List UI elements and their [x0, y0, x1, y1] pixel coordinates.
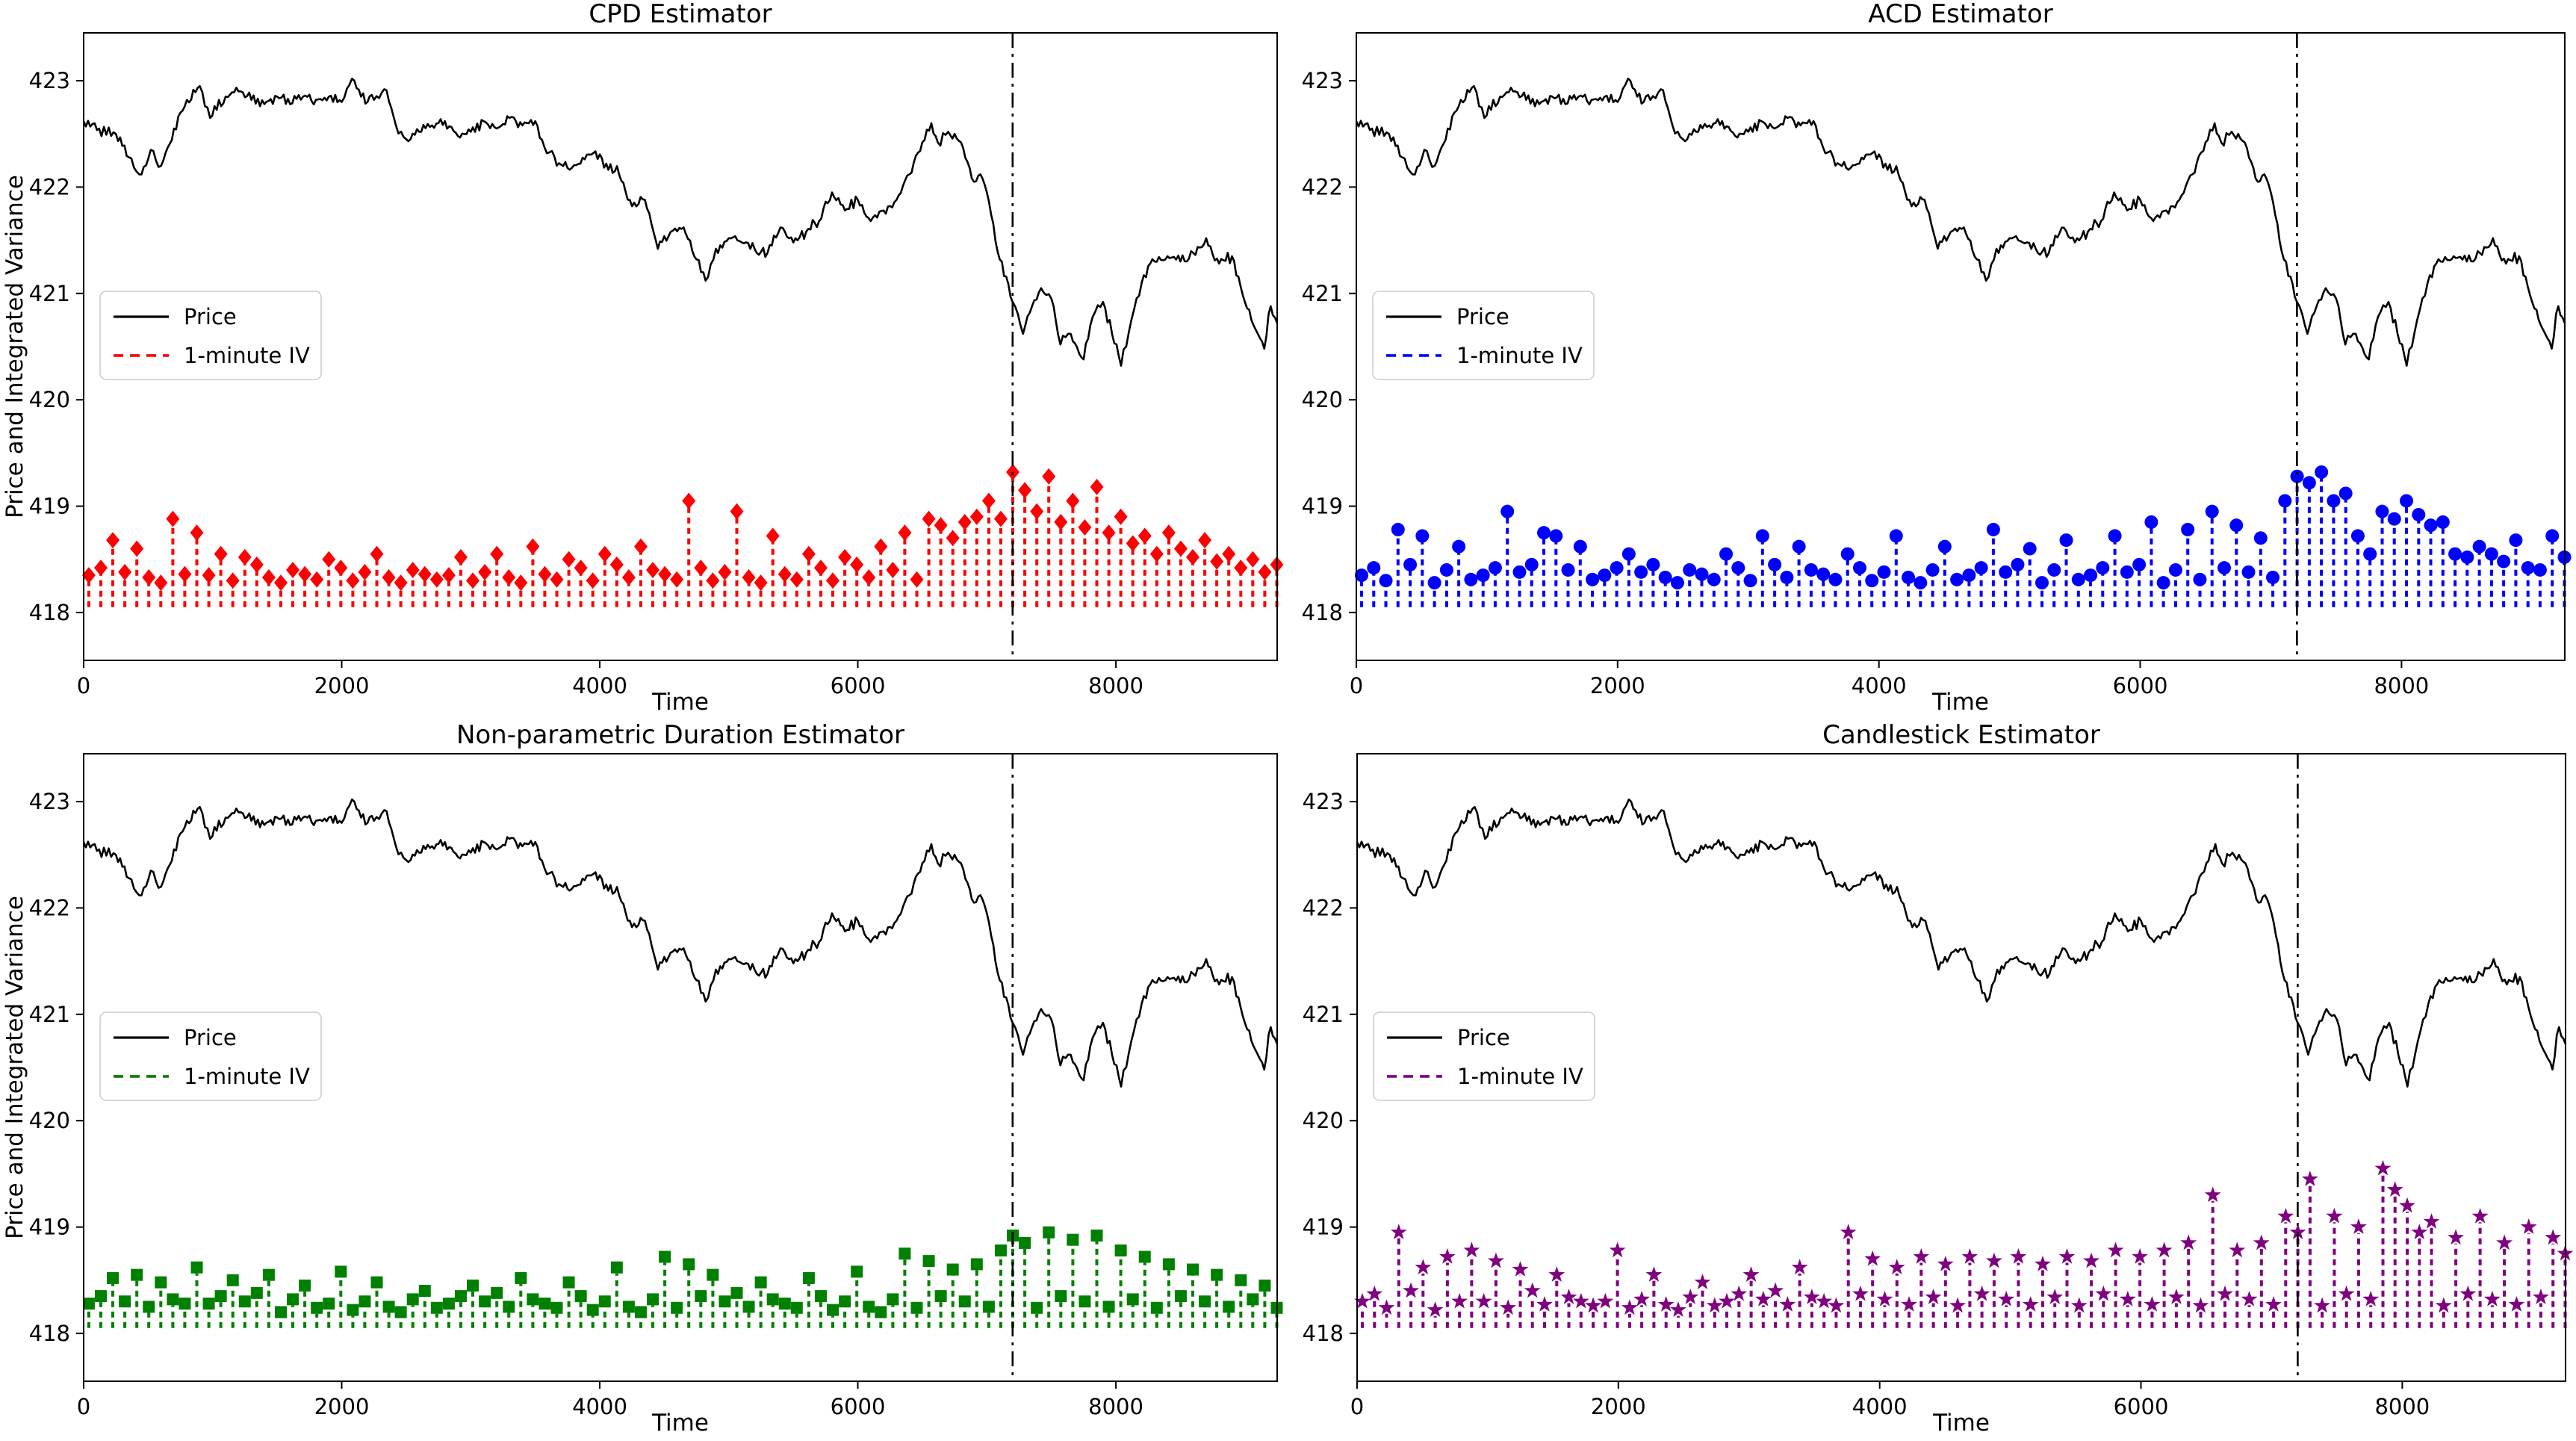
legend: Price 1-minute IV: [99, 291, 322, 380]
x-tick-label: 0: [1350, 673, 1363, 698]
subplot-svg: Non-parametric Duration Estimator 0 2000 40…: [0, 720, 1288, 1441]
legend-label-price: Price: [184, 304, 237, 329]
y-tick-label: 419: [1303, 1215, 1344, 1240]
iv-stem-lines: [1361, 1174, 2567, 1328]
x-tick-label: 4000: [1852, 1394, 1908, 1419]
x-axis-label: Time: [1931, 689, 1989, 716]
legend-label-iv: 1-minute IV: [1456, 343, 1583, 368]
legend-label-iv: 1-minute IV: [1457, 1064, 1583, 1089]
y-tick-label: 420: [29, 387, 70, 412]
x-axis-label: Time: [651, 1410, 709, 1437]
y-tick-label: 420: [29, 1108, 70, 1133]
legend-label-iv: 1-minute IV: [184, 1064, 310, 1089]
y-tick-label: 423: [29, 789, 70, 814]
y-axis-ticks: 418 419 420 421 422 423: [29, 789, 84, 1346]
price-line: [82, 798, 1279, 1088]
axes-spines: [83, 32, 1278, 661]
y-tick-label: 422: [1303, 895, 1344, 920]
x-tick-label: 2000: [1591, 1394, 1646, 1419]
x-tick-label: 8000: [2374, 673, 2429, 698]
y-tick-label: 419: [29, 494, 70, 519]
iv-stem-lines: [87, 478, 1279, 607]
axes-spines: [1356, 32, 2566, 661]
x-tick-label: 0: [77, 673, 90, 698]
x-axis-ticks: 0 2000 4000 6000 8000: [77, 660, 1143, 698]
chart-panel-candlestick-estimator: Candlestick Estimator 0 2000 4000 6000 8000 41…: [1288, 720, 2576, 1441]
chart-panel-cpd-estimator: CPD Estimator 0 2000 4000 6000 8000 418 419 420 4…: [0, 0, 1288, 723]
y-tick-label: 422: [29, 895, 70, 920]
iv-stem-markers: [1354, 465, 2572, 590]
subplot-svg: Candlestick Estimator 0 2000 4000 6000 8000 41…: [1288, 720, 2576, 1441]
chart-title: ACD Estimator: [1868, 0, 2052, 29]
x-tick-label: 6000: [2114, 1394, 2169, 1419]
y-tick-label: 421: [29, 1002, 70, 1027]
y-tick-label: 421: [1302, 281, 1343, 306]
y-tick-label: 423: [1302, 68, 1343, 93]
y-tick-label: 422: [1302, 174, 1343, 199]
iv-stem-markers: [81, 464, 1284, 592]
y-tick-label: 421: [29, 281, 70, 306]
x-tick-label: 6000: [2113, 673, 2168, 698]
legend-label-iv: 1-minute IV: [184, 343, 310, 368]
x-axis-ticks: 0 2000 4000 6000 8000: [77, 1381, 1143, 1419]
iv-stem-lines: [1360, 478, 2566, 607]
legend-label-price: Price: [1456, 304, 1509, 329]
y-tick-label: 423: [29, 68, 70, 93]
legend-label-price: Price: [1457, 1025, 1510, 1050]
price-line: [1355, 77, 2566, 367]
iv-stem-markers: [82, 1226, 1283, 1318]
x-tick-label: 4000: [1852, 673, 1907, 698]
legend-label-price: Price: [184, 1025, 237, 1050]
x-tick-label: 8000: [2374, 1394, 2430, 1419]
y-axis-ticks: 418 419 420 421 422 423: [1303, 789, 1357, 1346]
x-axis-label: Time: [651, 689, 709, 716]
y-tick-label: 418: [1303, 1321, 1344, 1346]
x-tick-label: 8000: [1088, 1394, 1143, 1419]
x-tick-label: 2000: [314, 1394, 370, 1419]
x-axis-label: Time: [1932, 1410, 1990, 1437]
x-axis-ticks: 0 2000 4000 6000 8000: [1350, 1381, 2430, 1419]
price-line: [1356, 798, 2567, 1088]
x-axis-ticks: 0 2000 4000 6000 8000: [1350, 660, 2429, 698]
x-tick-label: 6000: [831, 673, 886, 698]
y-tick-label: 419: [29, 1215, 70, 1240]
price-line: [82, 77, 1279, 367]
y-tick-label: 420: [1302, 387, 1343, 412]
y-axis-label: Price and Integrated Variance: [1, 175, 28, 518]
y-tick-label: 418: [29, 1321, 70, 1346]
chart-panel-acd-estimator: ACD Estimator 0 2000 4000 6000 8000 418 419 420 4…: [1288, 0, 2575, 723]
y-tick-label: 419: [1302, 494, 1343, 519]
y-axis-ticks: 418 419 420 421 422 423: [1302, 68, 1356, 625]
legend: Price 1-minute IV: [1373, 1011, 1595, 1101]
y-tick-label: 423: [1303, 789, 1344, 814]
axes-spines: [83, 753, 1278, 1382]
y-tick-label: 420: [1303, 1108, 1344, 1133]
chart-title: CPD Estimator: [589, 0, 772, 29]
x-tick-label: 0: [1350, 1394, 1364, 1419]
y-axis-ticks: 418 419 420 421 422 423: [29, 68, 84, 625]
y-tick-label: 421: [1303, 1002, 1344, 1027]
legend: Price 1-minute IV: [99, 1011, 322, 1101]
y-tick-label: 422: [29, 174, 70, 199]
x-tick-label: 0: [77, 1394, 90, 1419]
chart-panel-nonparametric-duration-estimator: Non-parametric Duration Estimator 0 2000 40…: [0, 720, 1288, 1441]
legend: Price 1-minute IV: [1372, 291, 1595, 380]
x-tick-label: 6000: [831, 1394, 886, 1419]
x-tick-label: 2000: [1590, 673, 1645, 698]
x-tick-label: 8000: [1088, 673, 1143, 698]
x-tick-label: 2000: [314, 673, 370, 698]
y-axis-label: Price and Integrated Variance: [1, 896, 28, 1239]
chart-title: Candlestick Estimator: [1822, 721, 2100, 750]
x-tick-label: 4000: [572, 673, 627, 698]
iv-stem-markers: [1354, 1159, 2574, 1317]
x-tick-label: 4000: [572, 1394, 627, 1419]
chart-title: Non-parametric Duration Estimator: [456, 721, 904, 750]
y-tick-label: 418: [1302, 600, 1343, 625]
axes-spines: [1356, 753, 2566, 1382]
y-tick-label: 418: [29, 600, 70, 625]
